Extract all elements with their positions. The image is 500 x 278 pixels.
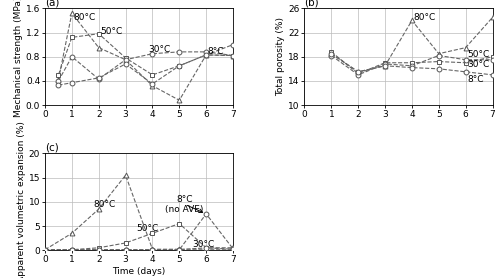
Y-axis label: Apparent volumetric expansion (%): Apparent volumetric expansion (%)	[17, 121, 26, 278]
Text: 8°C: 8°C	[208, 47, 224, 56]
Y-axis label: Mechanical strength (MPa): Mechanical strength (MPa)	[14, 0, 23, 117]
Text: 8°C
(no AVE): 8°C (no AVE)	[166, 195, 204, 214]
Text: 50°C: 50°C	[467, 50, 489, 59]
Y-axis label: Total porosity (%): Total porosity (%)	[276, 17, 285, 96]
Text: 30°C: 30°C	[148, 45, 171, 54]
Text: 50°C: 50°C	[136, 224, 158, 233]
Text: 30°C: 30°C	[192, 240, 215, 249]
X-axis label: Time (days): Time (days)	[112, 267, 166, 276]
Text: (c): (c)	[45, 143, 59, 153]
Text: (a): (a)	[45, 0, 60, 8]
Text: 50°C: 50°C	[100, 27, 122, 36]
Text: 8°C: 8°C	[467, 75, 483, 84]
Text: (b): (b)	[304, 0, 319, 8]
Text: 80°C: 80°C	[94, 200, 116, 209]
Text: 80°C: 80°C	[73, 13, 96, 22]
Text: 80°C: 80°C	[414, 13, 436, 22]
Text: 30°C: 30°C	[467, 60, 489, 69]
